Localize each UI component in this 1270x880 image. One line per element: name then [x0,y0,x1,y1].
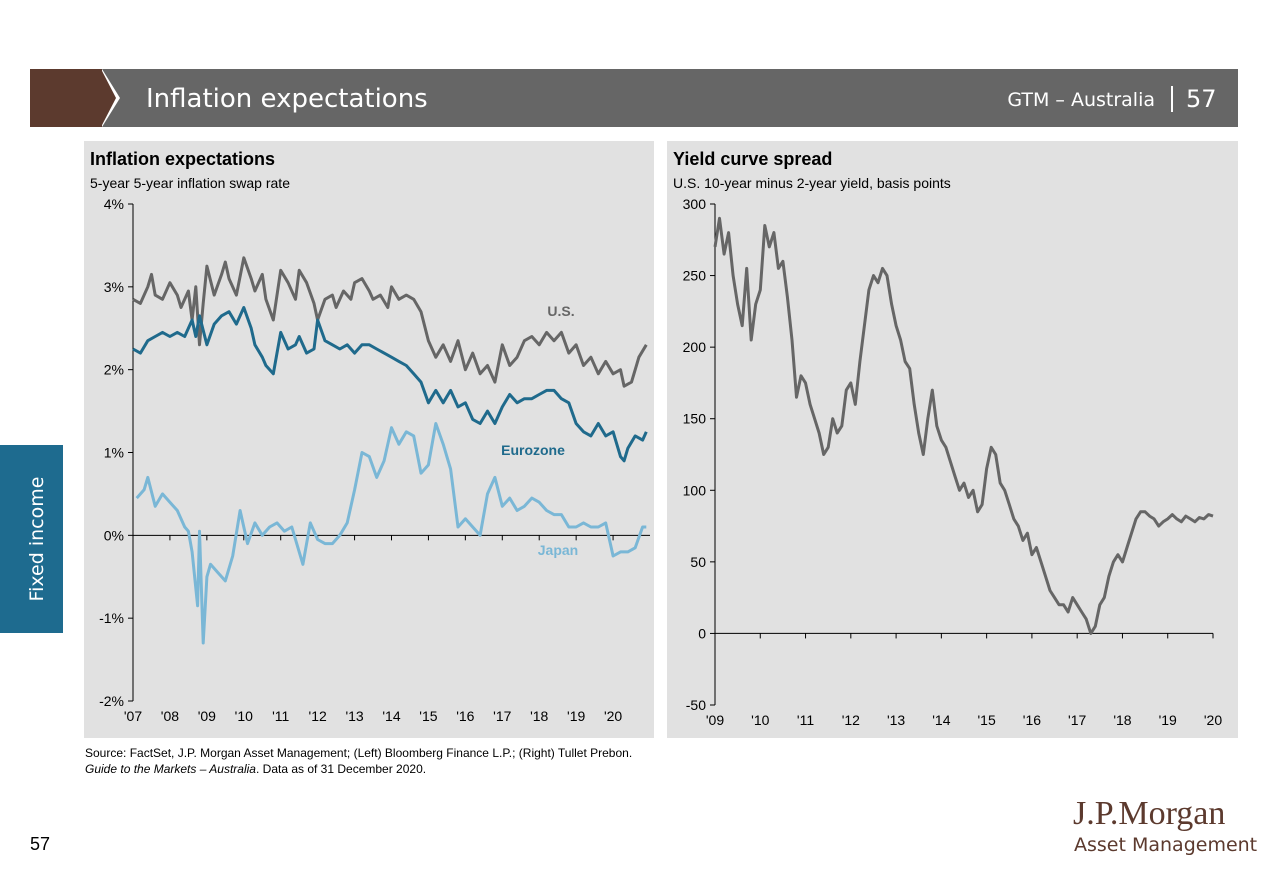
yield-chart-x-tick-label: '17 [1068,712,1086,728]
yield-chart-x-tick-label: '15 [978,712,996,728]
inflation-chart-x-tick-label: '11 [272,708,289,724]
inflation-chart-y-tick-label: 0% [104,527,124,543]
inflation-chart-x-tick-label: '08 [161,708,179,724]
page-number: 57 [30,834,51,854]
yield-chart-x-tick-label: '09 [706,712,724,728]
yield-chart-x-tick-label: '16 [1023,712,1041,728]
inflation-chart-y-tick-label: 1% [104,445,124,461]
inflation-chart-x-tick-label: '14 [382,708,400,724]
yield-chart-y-tick-label: 50 [690,554,706,570]
section-tab-label: Fixed income [26,476,48,602]
inflation-chart-x-tick-label: '13 [345,708,363,724]
inflation-chart-y-tick-label: 3% [104,279,124,295]
inflation-chart-panel: Inflation expectations 5-year 5-year inf… [84,141,654,738]
inflation-chart-x-tick-label: '18 [530,708,548,724]
yield-chart-x-tick-label: '19 [1159,712,1177,728]
data-note: Guide to the Markets – Australia. Data a… [85,762,426,776]
header-banner [102,69,1238,127]
inflation-chart-x-tick-label: '16 [456,708,474,724]
yield-chart-series-line-0 [713,216,1214,635]
inflation-chart-y-tick-label: 2% [104,362,124,378]
yield-chart-y-tick-label: 250 [683,268,707,284]
header-page-number: 57 [1186,85,1217,113]
yield-chart-y-tick-label: -50 [686,697,706,713]
inflation-chart-series-line-0 [132,256,648,388]
inflation-chart-series-label: U.S. [547,303,574,319]
yield-chart-y-tick-label: 100 [683,482,707,498]
header-brand-arrow [101,69,116,127]
yield-chart-x-tick-label: '13 [887,712,905,728]
section-tab[interactable] [0,445,63,633]
yield-chart-title: Yield curve spread [673,149,833,169]
inflation-chart-x-tick-label: '09 [198,708,216,724]
header-brand-block [30,69,102,127]
yield-chart-x-tick-label: '11 [797,712,814,728]
yield-chart-x-tick-label: '12 [842,712,860,728]
yield-chart-x-tick-label: '20 [1204,712,1222,728]
data-note-date: . Data as of 31 December 2020. [255,762,427,776]
yield-chart-subtitle: U.S. 10-year minus 2-year yield, basis p… [673,175,951,191]
yield-chart-y-tick-label: 150 [683,411,707,427]
inflation-chart-title: Inflation expectations [90,149,276,169]
inflation-chart-series-line-2 [135,422,647,645]
header-separator [1171,86,1173,112]
inflation-chart-series-line-1 [132,306,648,463]
inflation-chart-y-tick-label: 4% [104,196,124,212]
yield-chart-panel: Yield curve spread U.S. 10-year minus 2-… [667,141,1238,738]
brand-logo-name: J.P.Morgan [1073,795,1226,832]
inflation-chart-x-tick-label: '17 [493,708,511,724]
yield-chart-y-tick-label: 200 [683,339,707,355]
inflation-chart-x-tick-label: '10 [235,708,253,724]
data-note-publication: Guide to the Markets – Australia [85,762,256,776]
inflation-chart-series-label: Eurozone [501,442,565,458]
inflation-chart-x-tick-label: '20 [604,708,622,724]
brand-logo-tagline: Asset Management [1074,834,1258,856]
inflation-chart-series-label: Japan [538,542,578,558]
inflation-chart-x-tick-label: '15 [419,708,437,724]
inflation-chart-y-tick-label: -1% [99,610,124,626]
inflation-chart-subtitle: 5-year 5-year inflation swap rate [90,175,290,191]
yield-chart-x-tick-label: '14 [932,712,950,728]
inflation-chart-x-tick-label: '07 [124,708,142,724]
inflation-chart-plot: -2% -1% 0% 1% 2% 3% 4% '07 '08 '09 '10 '11 '12 '13 '14… [99,196,650,724]
yield-chart-plot: -50 0 50 100 150 200 250 300 '09 '10 '11 '12 '13 '14 '… [683,196,1223,728]
header-source: GTM – Australia [1007,89,1155,111]
inflation-chart-x-tick-label: '12 [309,708,327,724]
inflation-chart-y-tick-label: -2% [99,693,124,709]
yield-chart-y-tick-label: 300 [683,196,707,212]
yield-chart-x-tick-label: '18 [1113,712,1131,728]
page-title: Inflation expectations [146,84,428,114]
source-note: Source: FactSet, J.P. Morgan Asset Manag… [85,746,633,760]
inflation-chart-x-tick-label: '19 [567,708,585,724]
yield-chart-y-tick-label: 0 [698,625,706,641]
yield-chart-x-tick-label: '10 [751,712,769,728]
